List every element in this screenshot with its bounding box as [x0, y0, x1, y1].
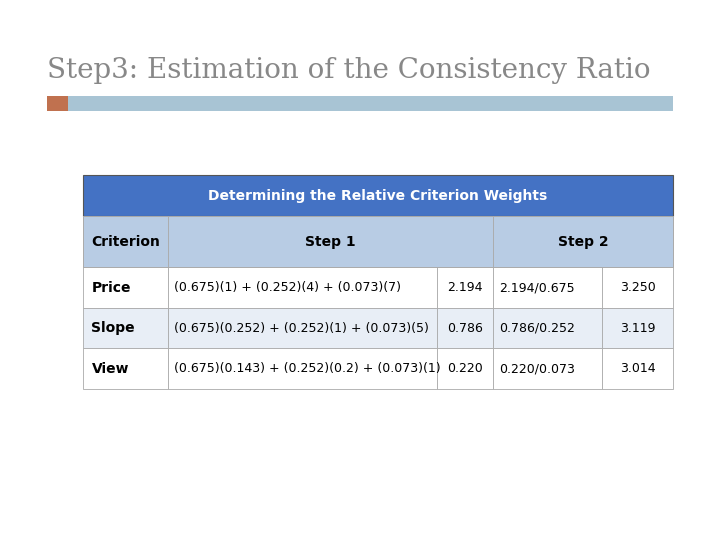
Text: Step 1: Step 1 — [305, 235, 356, 248]
Text: View: View — [91, 362, 129, 375]
Bar — [437, 308, 493, 348]
Text: Slope: Slope — [91, 321, 135, 335]
Text: Price: Price — [91, 281, 131, 294]
Text: Determining the Relative Criterion Weights: Determining the Relative Criterion Weigh… — [208, 189, 548, 202]
Text: 2.194: 2.194 — [447, 281, 483, 294]
Text: 3.250: 3.250 — [620, 281, 656, 294]
Bar — [493, 267, 603, 308]
Bar — [83, 176, 673, 216]
Text: (0.675)(0.143) + (0.252)(0.2) + (0.073)(1): (0.675)(0.143) + (0.252)(0.2) + (0.073)(… — [174, 362, 441, 375]
Bar — [493, 216, 673, 267]
Text: 0.220/0.073: 0.220/0.073 — [499, 362, 575, 375]
Bar — [437, 267, 493, 308]
Bar — [83, 308, 168, 348]
Text: 2.194/0.675: 2.194/0.675 — [499, 281, 575, 294]
Bar — [83, 348, 168, 389]
Bar — [603, 308, 673, 348]
Bar — [603, 267, 673, 308]
Text: Step3: Estimation of the Consistency Ratio: Step3: Estimation of the Consistency Rat… — [47, 57, 650, 84]
Bar — [437, 348, 493, 389]
Text: (0.675)(0.252) + (0.252)(1) + (0.073)(5): (0.675)(0.252) + (0.252)(1) + (0.073)(5) — [174, 321, 429, 335]
Bar — [168, 348, 437, 389]
Bar — [83, 267, 168, 308]
Text: 0.786: 0.786 — [447, 321, 483, 335]
Bar — [83, 216, 673, 267]
Bar — [168, 308, 437, 348]
Bar — [493, 348, 603, 389]
Text: (0.675)(1) + (0.252)(4) + (0.073)(7): (0.675)(1) + (0.252)(4) + (0.073)(7) — [174, 281, 401, 294]
Bar — [168, 267, 437, 308]
Text: 0.786/0.252: 0.786/0.252 — [499, 321, 575, 335]
Text: 3.014: 3.014 — [620, 362, 656, 375]
Bar — [168, 216, 493, 267]
Bar — [68, 96, 673, 111]
Bar — [83, 216, 168, 267]
Text: Criterion: Criterion — [91, 235, 160, 248]
Bar — [493, 308, 603, 348]
Text: Step 2: Step 2 — [558, 235, 608, 248]
Bar — [47, 96, 68, 111]
Text: 3.119: 3.119 — [620, 321, 655, 335]
Bar — [603, 348, 673, 389]
Text: 0.220: 0.220 — [447, 362, 483, 375]
